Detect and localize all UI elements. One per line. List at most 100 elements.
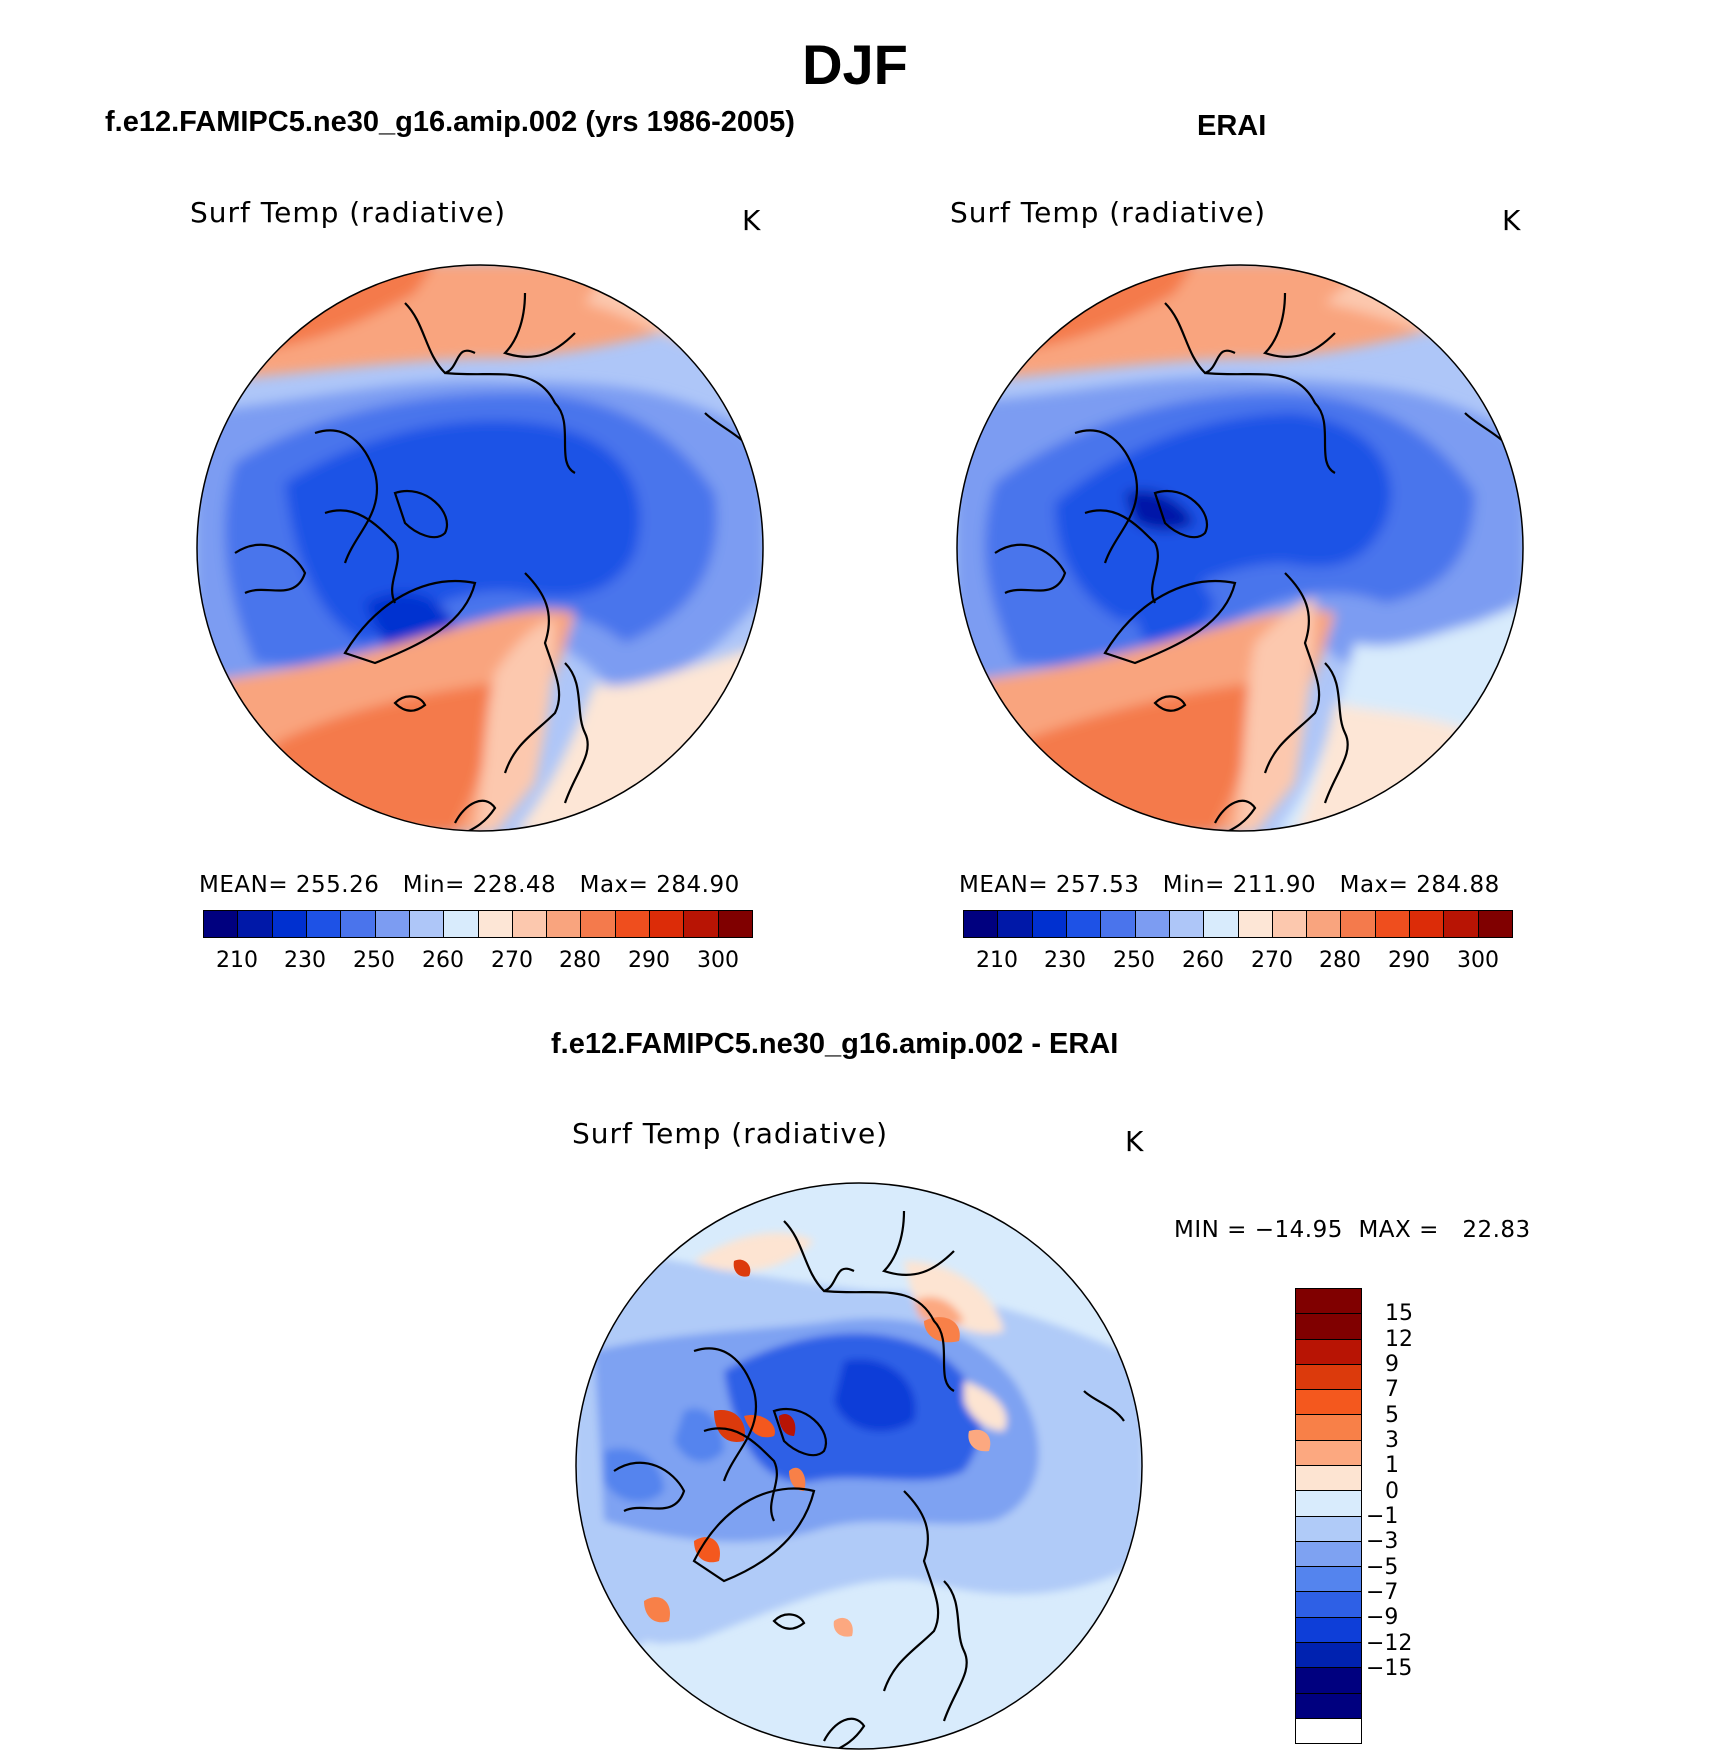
colorbar-swatch (684, 911, 719, 937)
obs-colorbar-tick: 300 (1457, 948, 1499, 973)
diff-colorbar-tick: −15 (1366, 1656, 1413, 1681)
colorbar-swatch (1296, 1668, 1361, 1694)
obs-colorbar (963, 910, 1513, 938)
model-variable-label: Surf Temp (radiative) (190, 196, 507, 229)
colorbar-swatch (615, 911, 651, 937)
colorbar-swatch (1375, 911, 1411, 937)
colorbar-swatch (998, 911, 1033, 937)
colorbar-swatch (1341, 911, 1376, 937)
colorbar-swatch (1296, 1390, 1361, 1416)
diff-variable-label: Surf Temp (radiative) (572, 1117, 889, 1150)
obs-units-label: K (1502, 204, 1522, 237)
obs-colorbar-tick: 230 (1044, 948, 1086, 973)
diff-colorbar-tick: −3 (1366, 1529, 1399, 1555)
model-polar-map (196, 264, 764, 832)
model-stats: MEAN= 255.26 Min= 228.48 Max= 284.90 (199, 872, 740, 898)
model-colorbar-tick: 280 (559, 948, 601, 973)
model-colorbar-tick: 230 (284, 948, 326, 973)
obs-stats: MEAN= 257.53 Min= 211.90 Max= 284.88 (959, 872, 1500, 898)
colorbar-swatch (478, 911, 513, 937)
colorbar-swatch (409, 911, 445, 937)
diff-colorbar-tick: 5 (1385, 1402, 1399, 1428)
obs-colorbar-tick: 270 (1251, 948, 1293, 973)
page-title: DJF (802, 33, 908, 96)
colorbar-swatch (1296, 1364, 1361, 1391)
obs-colorbar-tick: 280 (1319, 948, 1361, 973)
model-colorbar-tick: 300 (697, 948, 739, 973)
colorbar-swatch (718, 911, 752, 937)
model-units-label: K (742, 204, 762, 237)
diff-colorbar-tick: −5 (1366, 1554, 1399, 1580)
obs-polar-map (956, 264, 1524, 832)
obs-variable-label: Surf Temp (radiative) (950, 196, 1267, 229)
colorbar-swatch (1296, 1339, 1361, 1365)
colorbar-swatch (1478, 911, 1512, 937)
model-colorbar-tick: 250 (353, 948, 395, 973)
model-colorbar-tick: 210 (216, 948, 258, 973)
colorbar-swatch (1032, 911, 1067, 937)
colorbar-swatch (1296, 1719, 1361, 1743)
colorbar-swatch (1296, 1314, 1361, 1340)
diff-colorbar-tick: −7 (1366, 1580, 1399, 1605)
colorbar-swatch (1296, 1693, 1361, 1719)
colorbar-swatch (444, 911, 479, 937)
model-panel-heading: f.e12.FAMIPC5.ne30_g16.amip.002 (yrs 198… (105, 106, 795, 138)
colorbar-swatch (1135, 911, 1170, 937)
colorbar-swatch (204, 911, 239, 937)
diff-panel-heading: f.e12.FAMIPC5.ne30_g16.amip.002 - ERAI (551, 1028, 1119, 1060)
diff-colorbar-tick: −1 (1366, 1504, 1399, 1529)
colorbar-swatch (1296, 1491, 1361, 1517)
colorbar-swatch (375, 911, 410, 937)
colorbar-swatch (547, 911, 582, 937)
diff-stats: MIN = −14.95 MAX = 22.83 (1174, 1217, 1531, 1243)
colorbar-swatch (964, 911, 999, 937)
model-colorbar (203, 910, 753, 938)
model-colorbar-tick: 260 (422, 948, 464, 973)
diff-colorbar-tick: −9 (1366, 1605, 1399, 1631)
colorbar-swatch (1444, 911, 1479, 937)
colorbar-swatch (581, 911, 616, 937)
diff-colorbar-tick: 7 (1385, 1377, 1399, 1403)
colorbar-swatch (1101, 911, 1136, 937)
obs-panel-heading: ERAI (1197, 110, 1267, 142)
colorbar-swatch (1296, 1567, 1361, 1593)
colorbar-swatch (1410, 911, 1445, 937)
diff-colorbar-tick: 12 (1385, 1326, 1413, 1352)
colorbar-swatch (238, 911, 273, 937)
diff-colorbar-tick: 15 (1385, 1301, 1413, 1327)
diff-colorbar-tick: 3 (1385, 1428, 1399, 1453)
colorbar-swatch (1296, 1415, 1361, 1441)
colorbar-swatch (1296, 1617, 1361, 1643)
colorbar-swatch (1296, 1541, 1361, 1568)
colorbar-swatch (1296, 1642, 1361, 1669)
colorbar-swatch (1204, 911, 1239, 937)
diff-colorbar-tick: 9 (1385, 1352, 1399, 1377)
colorbar-swatch (1238, 911, 1273, 937)
colorbar-swatch (1296, 1592, 1361, 1618)
colorbar-swatch (650, 911, 685, 937)
diff-colorbar-tick: 1 (1385, 1453, 1399, 1479)
colorbar-swatch (341, 911, 376, 937)
diff-colorbar (1295, 1288, 1362, 1744)
colorbar-swatch (1066, 911, 1102, 937)
diff-polar-map (575, 1182, 1143, 1750)
colorbar-swatch (1296, 1289, 1361, 1315)
colorbar-swatch (1272, 911, 1308, 937)
colorbar-swatch (272, 911, 307, 937)
obs-colorbar-tick: 250 (1113, 948, 1155, 973)
colorbar-swatch (1296, 1465, 1361, 1492)
colorbar-swatch (1307, 911, 1342, 937)
diff-units-label: K (1125, 1125, 1145, 1158)
model-colorbar-tick: 290 (628, 948, 670, 973)
obs-colorbar-tick: 210 (976, 948, 1018, 973)
colorbar-swatch (1296, 1440, 1361, 1466)
colorbar-swatch (306, 911, 342, 937)
colorbar-swatch (1169, 911, 1205, 937)
diff-colorbar-tick: −12 (1366, 1630, 1413, 1656)
model-colorbar-tick: 270 (491, 948, 533, 973)
obs-colorbar-tick: 290 (1388, 948, 1430, 973)
diff-colorbar-tick: 0 (1385, 1478, 1399, 1504)
obs-colorbar-tick: 260 (1182, 948, 1224, 973)
colorbar-swatch (512, 911, 548, 937)
colorbar-swatch (1296, 1516, 1361, 1542)
